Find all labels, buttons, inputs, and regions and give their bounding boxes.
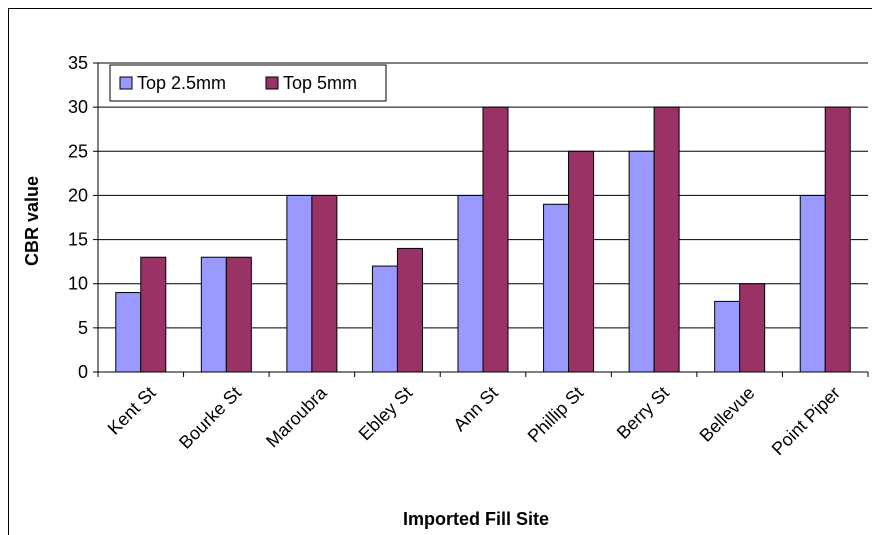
bar-top-2-5mm [714,300,741,373]
x-tick-label: Bellevue [696,383,759,446]
legend-label: Top 5mm [283,73,357,93]
legend-swatch [119,76,133,90]
bar-top-5mm [739,283,766,373]
legend-swatch [265,76,279,90]
bar-top-5mm [653,106,680,373]
x-tick-labels: Kent St Bourke St Maroubra Ebley St Ann St Ph… [104,382,844,459]
y-tick-labels: 0 5 10 15 20 25 30 35 [68,53,88,382]
x-tick-label: Bourke St [175,383,245,453]
y-tick-label: 35 [68,53,88,73]
axes [93,62,869,377]
bar-top-2-5mm [799,194,826,373]
bar-top-2-5mm [628,150,655,373]
x-tick-label: Berry St [613,383,673,443]
y-tick-label: 10 [68,274,88,294]
x-tick-label: Phillip St [524,383,588,447]
bar-top-5mm [824,106,851,373]
bar-top-2-5mm [371,265,398,373]
bar-top-5mm [311,194,338,373]
x-tick-label: Point Piper [768,383,844,459]
x-tick-label: Maroubra [262,382,331,451]
y-axis-title: CBR value [22,176,42,266]
bar-top-5mm [482,106,509,373]
legend-label: Top 2.5mm [137,73,226,93]
legend-box [109,64,387,102]
chart-frame [8,8,872,535]
y-tick-label: 30 [68,97,88,117]
y-tick-label: 25 [68,141,88,161]
bar-top-5mm [140,256,167,373]
y-tick-label: 20 [68,185,88,205]
bar-top-2-5mm [457,194,484,373]
bar-top-5mm [568,150,595,373]
x-axis-title: Imported Fill Site [403,509,549,529]
x-tick-label: Ann St [449,383,501,435]
y-tick-label: 15 [68,230,88,250]
bar-top-2-5mm [115,292,142,373]
x-tick-label: Ebley St [355,383,417,445]
bar-top-5mm [225,256,252,373]
y-tick-label: 0 [78,362,88,382]
bar-top-5mm [396,247,423,373]
bar-top-2-5mm [200,256,227,373]
bars [115,106,851,373]
bar-top-2-5mm [286,194,313,373]
x-tick-label: Kent St [104,383,160,439]
legend: Top 2.5mm Top 5mm [109,64,387,102]
y-tick-label: 5 [78,318,88,338]
bar-top-2-5mm [543,203,570,373]
